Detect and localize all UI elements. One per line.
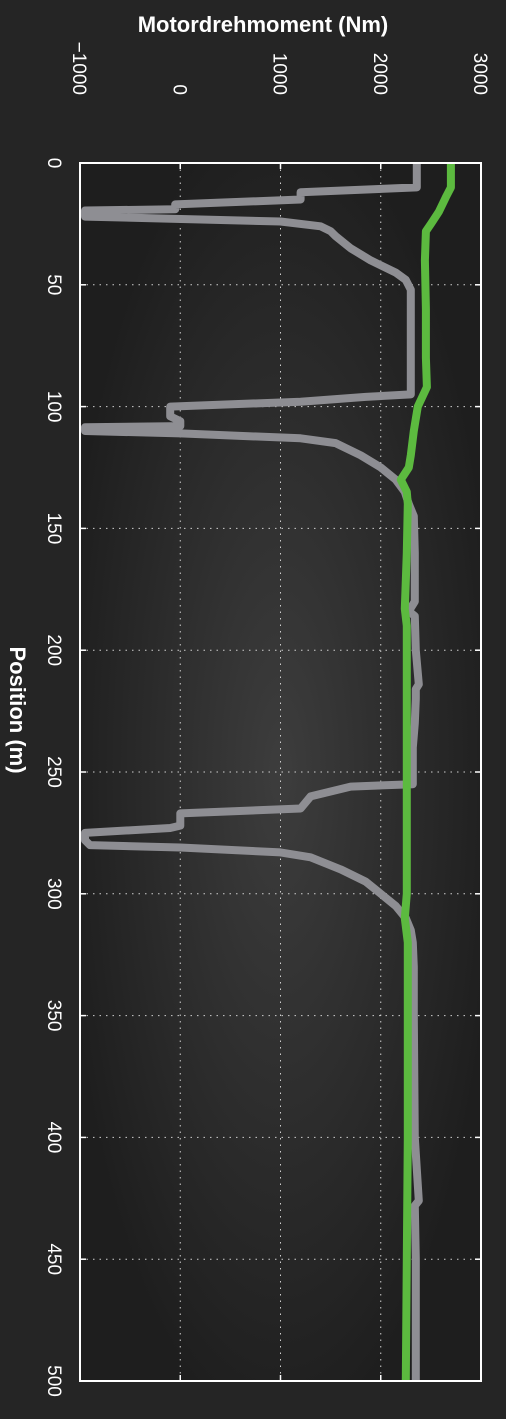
x-tick-label-400: 400: [43, 1122, 64, 1154]
x-axis-label: Position (m): [5, 646, 30, 773]
series-line-2: [396, 163, 455, 1382]
series-line-1: [81, 163, 423, 1381]
y-tick-label-3000: 3000: [469, 53, 490, 95]
x-tick-label-500: 500: [43, 1365, 64, 1397]
x-tick-label-300: 300: [43, 878, 64, 910]
y-tick-label-1000: 1000: [269, 53, 290, 95]
series-lines: [81, 163, 455, 1382]
y-tick-label-−1000: −1000: [68, 42, 89, 95]
y-tick-label-2000: 2000: [369, 53, 390, 95]
x-tick-label-100: 100: [43, 391, 64, 423]
y-axis-label: Motordrehmoment (Nm): [138, 12, 389, 37]
x-tick-label-250: 250: [43, 756, 64, 788]
y-tick-label-0: 0: [168, 84, 189, 95]
ticks: [79, 162, 482, 1382]
tick-labels: 0 50 100 150 200 250 300 350 400 450 500 −1000 0 1000…: [43, 42, 490, 1397]
x-tick-label-350: 350: [43, 1000, 64, 1032]
x-tick-label-200: 200: [43, 634, 64, 666]
x-tick-label-450: 450: [43, 1243, 64, 1275]
x-tick-label-0: 0: [43, 158, 64, 169]
grid: [80, 163, 481, 1381]
x-tick-label-150: 150: [43, 513, 64, 545]
x-tick-label-50: 50: [43, 274, 64, 295]
